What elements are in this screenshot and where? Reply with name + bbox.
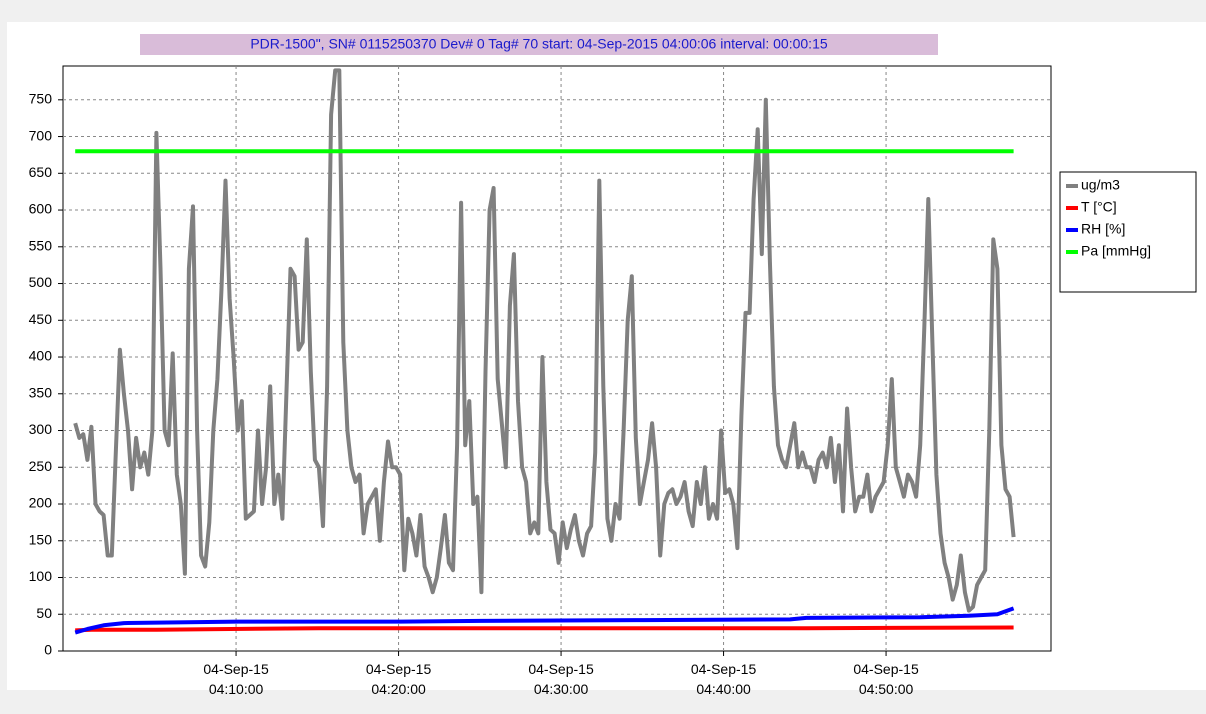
y-tick-label: 100 bbox=[29, 568, 53, 584]
y-tick-label: 500 bbox=[29, 274, 53, 290]
y-tick-label: 150 bbox=[29, 531, 53, 547]
x-tick-label: 04-Sep-15 04:40:00 bbox=[691, 661, 757, 697]
x-tick-label: 04-Sep-15 04:20:00 bbox=[366, 661, 432, 697]
y-tick-label: 350 bbox=[29, 384, 53, 400]
series-line bbox=[73, 68, 1016, 613]
y-tick-label: 450 bbox=[29, 311, 53, 327]
y-tick-label: 0 bbox=[44, 642, 52, 658]
y-tick-label: 300 bbox=[29, 421, 53, 437]
chart-title: PDR-1500", SN# 0115250370 Dev# 0 Tag# 70… bbox=[250, 36, 828, 52]
legend-box bbox=[1059, 171, 1197, 293]
y-tick-label: 550 bbox=[29, 237, 53, 253]
y-tick-label: 600 bbox=[29, 201, 53, 217]
legend-label: ug/m3 bbox=[1081, 177, 1120, 193]
legend-label: Pa [mmHg] bbox=[1081, 243, 1151, 259]
legend-label: T [°C] bbox=[1081, 199, 1117, 215]
series-line bbox=[75, 625, 1014, 633]
y-tick-label: 650 bbox=[29, 164, 53, 180]
y-tick-label: 200 bbox=[29, 495, 53, 511]
x-tick-label: 04-Sep-15 04:30:00 bbox=[528, 661, 594, 697]
title-bar bbox=[140, 34, 938, 55]
y-tick-label: 750 bbox=[29, 91, 53, 107]
y-tick-label: 700 bbox=[29, 127, 53, 143]
y-tick-label: 50 bbox=[36, 605, 52, 621]
series-line bbox=[74, 606, 1015, 635]
x-tick-label: 04-Sep-15 04:50:00 bbox=[853, 661, 919, 697]
y-tick-label: 400 bbox=[29, 348, 53, 364]
legend-label: RH [%] bbox=[1081, 221, 1125, 237]
x-tick-label: 04-Sep-15 04:10:00 bbox=[203, 661, 269, 697]
y-tick-label: 250 bbox=[29, 458, 53, 474]
